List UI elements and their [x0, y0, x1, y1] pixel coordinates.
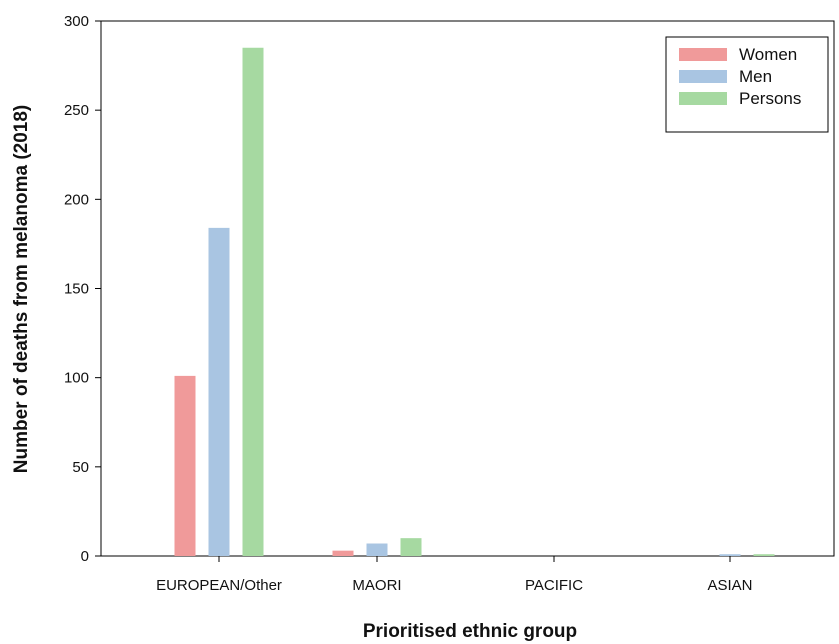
- legend-label-women: Women: [739, 45, 797, 64]
- y-axis-title: Number of deaths from melanoma (2018): [11, 105, 32, 473]
- legend-swatch-persons: [679, 92, 727, 105]
- y-tick-label: 200: [64, 191, 89, 208]
- bar-men-3: [719, 554, 741, 556]
- legend-swatch-women: [679, 48, 727, 61]
- bar-women-1: [332, 550, 354, 556]
- legend-label-men: Men: [739, 67, 772, 86]
- legend-label-persons: Persons: [739, 89, 801, 108]
- y-tick-label: 100: [64, 370, 89, 387]
- bars-group: [174, 47, 775, 556]
- bar-men-1: [366, 543, 388, 556]
- y-tick-label: 300: [64, 13, 89, 30]
- bar-men-0: [208, 227, 230, 556]
- bar-persons-0: [242, 47, 264, 556]
- y-axis: 0 50 100 150 200 250 300: [64, 13, 101, 565]
- x-tick-label: ASIAN: [707, 577, 752, 594]
- bar-persons-3: [753, 554, 775, 556]
- y-tick-label: 50: [72, 459, 89, 476]
- x-tick-label: PACIFIC: [525, 577, 583, 594]
- y-tick-label: 0: [81, 548, 89, 565]
- bar-persons-1: [400, 538, 422, 556]
- x-tick-label: MAORI: [352, 577, 401, 594]
- legend: Women Men Persons: [665, 36, 829, 133]
- legend-swatch-men: [679, 70, 727, 83]
- x-tick-label: EUROPEAN/Other: [156, 577, 282, 594]
- x-axis: EUROPEAN/Other MAORI PACIFIC ASIAN: [156, 556, 753, 594]
- y-tick-label: 150: [64, 281, 89, 298]
- y-tick-label: 250: [64, 102, 89, 119]
- x-axis-title: Prioritised ethnic group: [363, 621, 577, 642]
- bar-women-0: [174, 375, 196, 556]
